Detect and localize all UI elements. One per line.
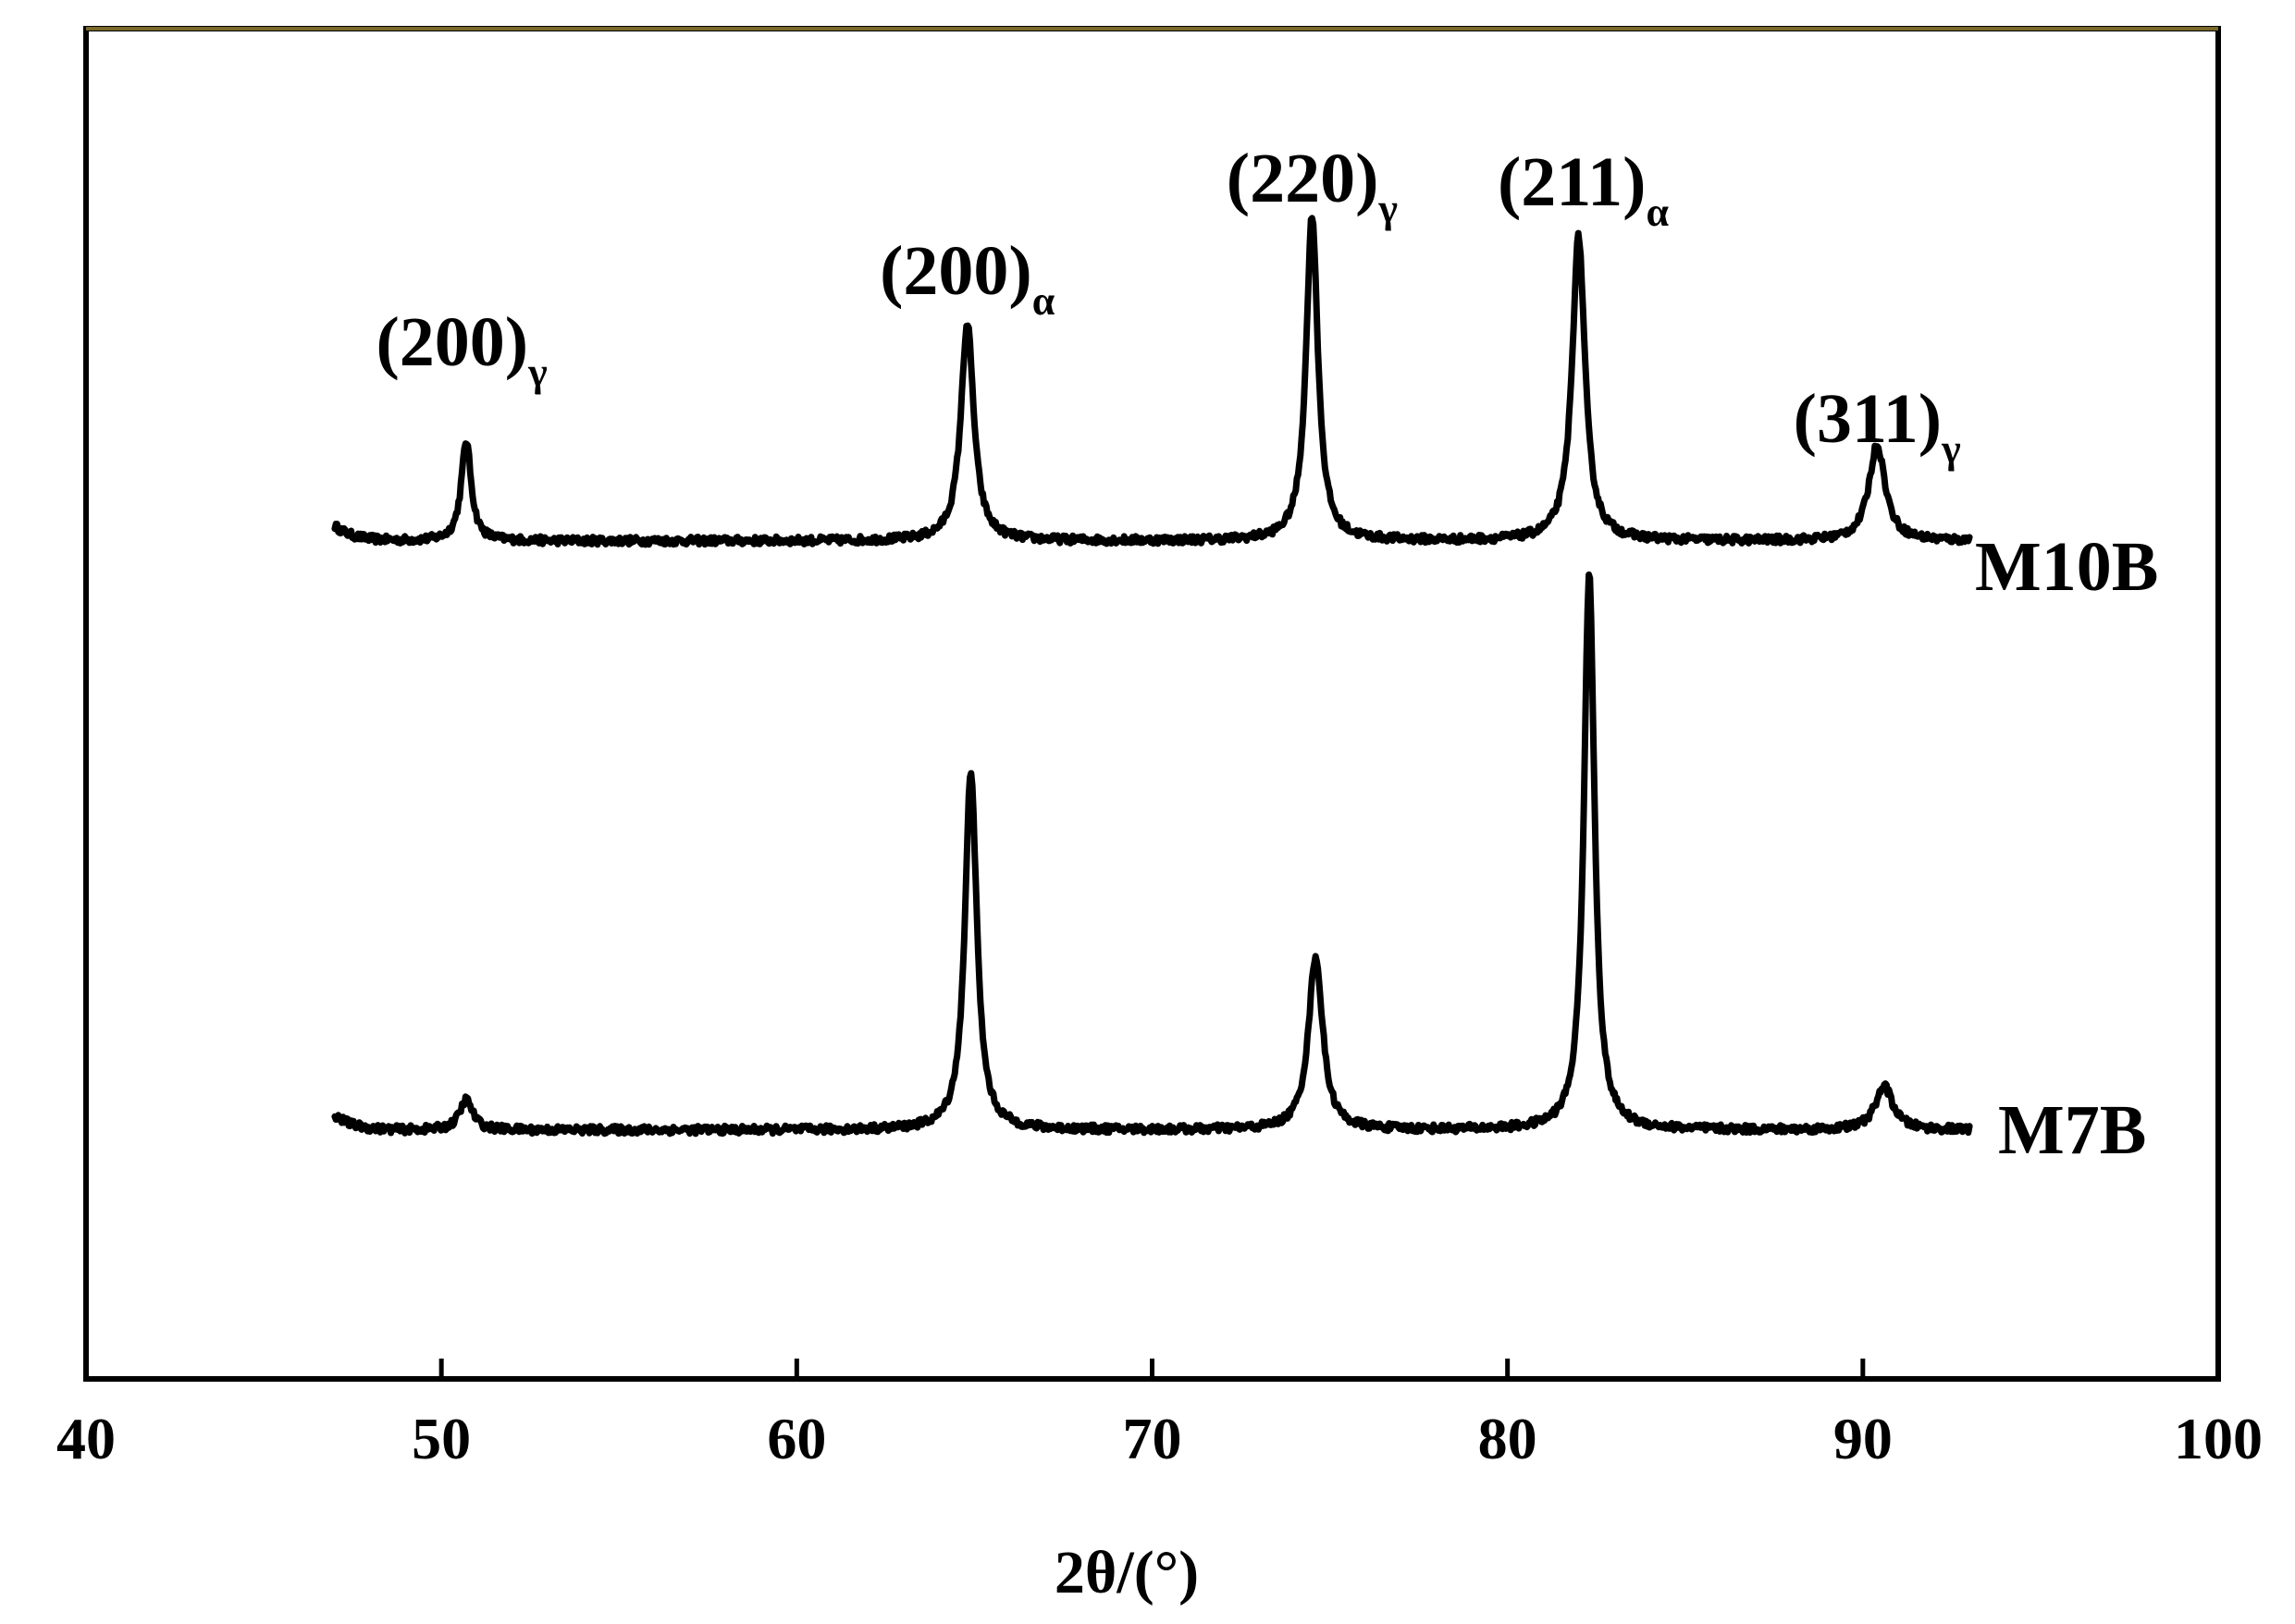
x-axis-title: 2θ/(°) [1055, 1539, 1199, 1606]
x-tick-label-60: 60 [767, 1406, 826, 1471]
x-tick-label-80: 80 [1478, 1406, 1537, 1471]
series-labels: M10B M7B [1975, 528, 2158, 1169]
peak-label-4: (311)γ [1794, 380, 1961, 472]
peak-annotations: (200)γ (200)α (220)γ (211)α (311)γ [376, 140, 1960, 472]
peak-label-2: (220)γ [1227, 140, 1398, 231]
x-tick-label-50: 50 [412, 1406, 471, 1471]
series-label-m7b: M7B [1998, 1091, 2146, 1169]
x-tick-label-100: 100 [2174, 1406, 2263, 1471]
peak-label-1: (200)α [880, 232, 1055, 324]
series-line-m10b [331, 215, 1973, 548]
series-line-m7b [331, 571, 1973, 1138]
traces [331, 215, 1973, 1138]
series-label-m10b: M10B [1975, 528, 2158, 606]
plot-frame [83, 26, 2221, 1382]
x-tick-label-90: 90 [1833, 1406, 1893, 1471]
x-tick-label-40: 40 [56, 1406, 116, 1471]
peak-label-3: (211)α [1498, 143, 1669, 235]
peak-label-0: (200)γ [376, 303, 547, 395]
x-tick-label-70: 70 [1123, 1406, 1182, 1471]
x-axis: 40 50 60 70 80 90 100 [56, 1359, 2263, 1471]
